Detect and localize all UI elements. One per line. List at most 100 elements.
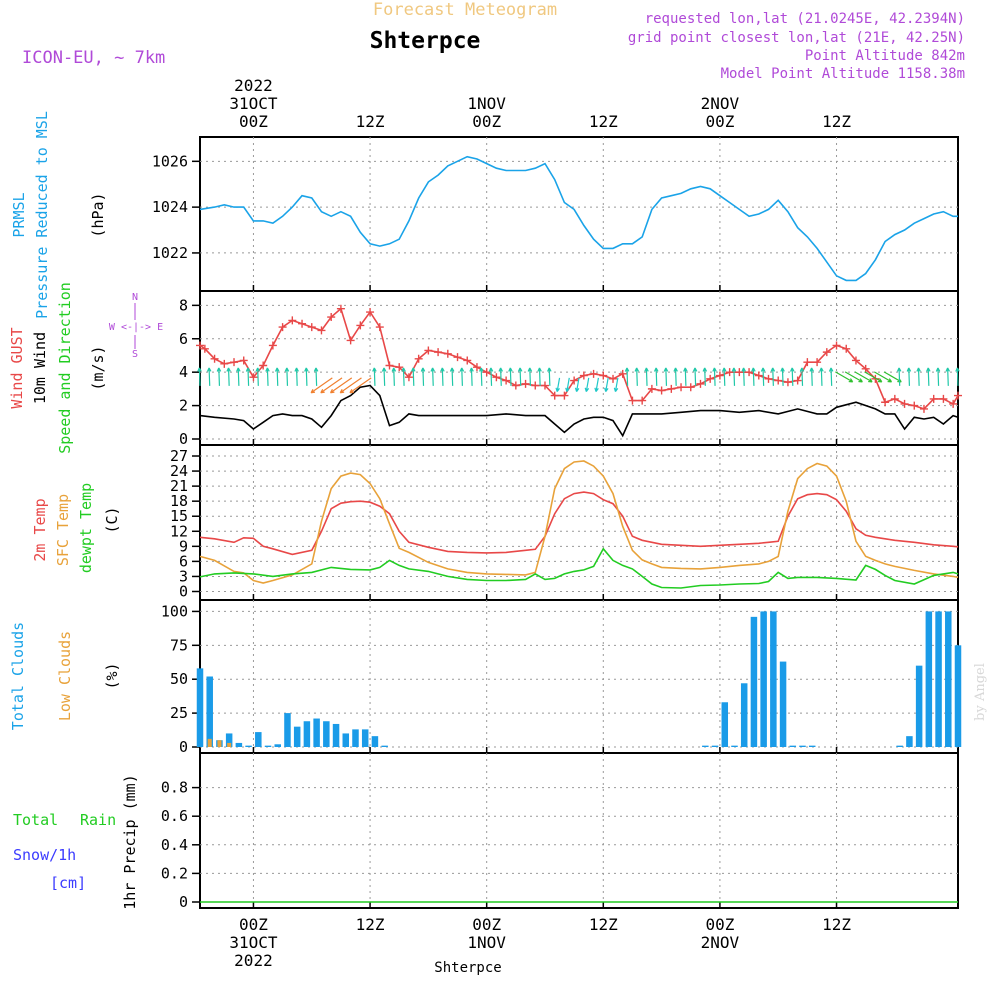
precip-label-total: Total — [13, 811, 58, 829]
footer-station: Shterpce — [434, 960, 501, 976]
temp-label-b: SFC Temp — [54, 494, 72, 566]
gust-marker — [745, 368, 754, 377]
wind-label-c: Speed and Direction — [56, 282, 74, 454]
gust-marker — [196, 341, 204, 350]
wind-arrow — [329, 377, 353, 394]
gust-marker — [404, 373, 413, 382]
gust-marker — [259, 361, 268, 370]
gust-marker — [686, 383, 695, 392]
gust-marker — [366, 308, 375, 317]
gust-marker — [735, 368, 744, 377]
pressure-panel-labels: PRMSL Pressure Reduced to MSL (hPa) — [10, 111, 107, 319]
pressure-label-a: PRMSL — [10, 192, 28, 237]
gust-marker — [453, 353, 462, 362]
gust-marker — [949, 399, 958, 408]
wind-arrow — [449, 367, 455, 386]
wind-arrow — [799, 367, 805, 386]
time-label: 12Z — [356, 112, 385, 131]
gust-marker — [385, 361, 394, 370]
total-cloud-bar — [954, 645, 962, 747]
wind-gust-line — [199, 307, 959, 410]
time-label: 2NOV — [701, 94, 740, 113]
wind-arrow — [245, 367, 251, 386]
wind-direction-arrows — [197, 367, 960, 394]
total-cloud-bar — [352, 729, 359, 747]
watermark: by Angel — [973, 663, 988, 721]
2m-temp-line — [199, 491, 959, 556]
total-cloud-bar — [342, 733, 350, 747]
gust-marker — [861, 364, 870, 373]
gust-marker — [638, 396, 647, 405]
wind-arrow — [721, 367, 727, 386]
total-cloud-bar — [293, 726, 301, 747]
y-tick-label: 24 — [170, 462, 188, 480]
wind-arrow — [673, 367, 678, 386]
wind-arrow — [517, 367, 523, 386]
wind-arrow — [226, 367, 231, 386]
gust-marker — [278, 323, 287, 332]
y-tick-label: 4 — [179, 363, 188, 381]
gust-marker — [511, 381, 520, 390]
gust-marker — [560, 391, 569, 400]
gust-marker — [618, 369, 627, 378]
wind-arrow — [790, 367, 795, 386]
gust-marker — [871, 374, 880, 383]
total-cloud-bar — [274, 744, 281, 747]
wind-arrow — [294, 367, 299, 386]
wind-arrow — [391, 367, 397, 386]
gust-marker — [774, 376, 783, 385]
gust-marker — [288, 316, 297, 325]
compass-s: S — [132, 349, 138, 360]
gust-marker — [696, 379, 705, 388]
gust-marker — [725, 368, 734, 377]
wind-panel-labels: Wind GUST 10m Wind Speed and Direction (… — [8, 282, 163, 454]
gust-marker — [881, 398, 890, 407]
gust-marker — [521, 379, 530, 388]
gust-marker — [813, 358, 822, 367]
gust-marker — [715, 371, 724, 380]
gust-marker — [239, 356, 248, 365]
gust-marker — [317, 326, 326, 335]
total-cloud-bar — [808, 745, 816, 747]
compass-row: W <-|-> E — [109, 322, 163, 333]
wind-arrow — [835, 371, 854, 383]
precip-panel-labels: Total Rain Snow/1h [cm] 1hr Precip (mm) — [13, 774, 139, 909]
pressure-line — [199, 155, 958, 282]
wind-arrow — [304, 367, 309, 386]
wind-arrow — [926, 367, 931, 386]
wind-arrow — [828, 367, 834, 386]
gust-marker — [589, 369, 598, 378]
time-label: 00Z — [472, 915, 501, 934]
gust-marker — [657, 386, 666, 395]
wind-arrow — [440, 367, 445, 386]
supertitle: Forecast Meteogram — [373, 0, 557, 20]
total-cloud-bar — [750, 616, 758, 747]
model-name: ICON-EU, ~ 7km — [22, 48, 165, 68]
gust-marker — [803, 358, 812, 367]
clouds-panel-labels: Total Clouds Low Clouds (%) — [9, 622, 121, 730]
wind-arrow — [780, 367, 785, 386]
wind-arrow — [527, 367, 533, 386]
precip-label-rain: Rain — [80, 811, 116, 829]
y-tick-label: 6 — [179, 330, 188, 348]
y-tick-label: 12 — [170, 522, 188, 540]
gust-marker — [249, 373, 258, 382]
total-cloud-bar — [731, 745, 738, 747]
wind-arrow — [372, 367, 377, 386]
total-cloud-bar — [779, 661, 787, 747]
wind-arrow — [555, 377, 561, 392]
wind-arrow — [844, 371, 863, 383]
y-tick-label: 0 — [179, 893, 188, 911]
10m-wind-line — [199, 384, 959, 438]
wind-arrow — [537, 367, 542, 386]
compass-n: N — [132, 292, 138, 303]
gust-marker — [890, 394, 899, 403]
gust-marker — [414, 354, 423, 363]
y-tick-label: 2 — [179, 397, 188, 415]
total-cloud-bar — [361, 729, 369, 747]
wind-arrow — [584, 377, 590, 392]
total-cloud-bar — [770, 611, 777, 747]
